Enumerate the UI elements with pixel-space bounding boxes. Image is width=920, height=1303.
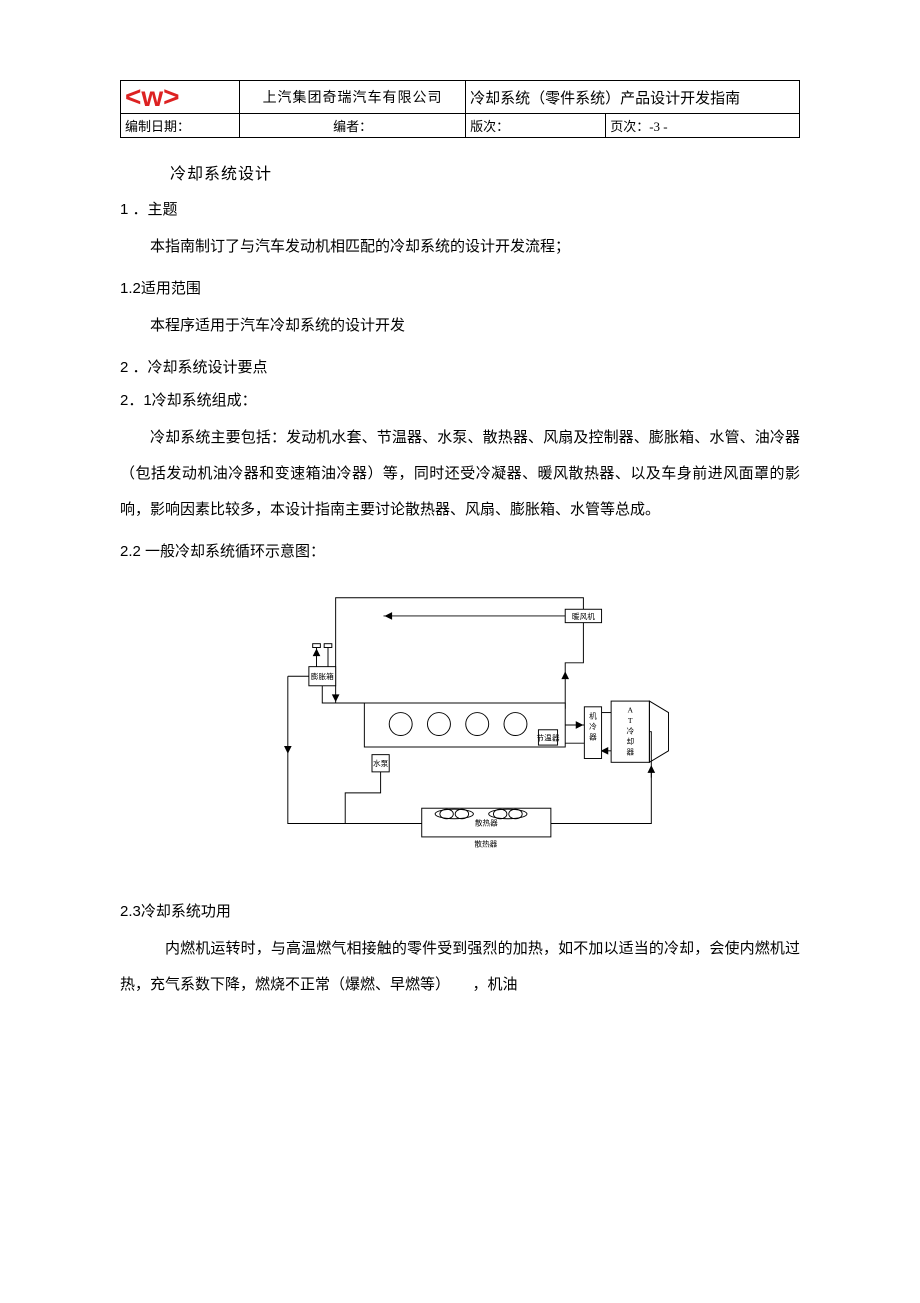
svg-text:膨胀箱: 膨胀箱 <box>311 671 334 681</box>
svg-text:水泵: 水泵 <box>373 758 389 768</box>
section-2-1-head: 2．1冷却系统组成： <box>120 389 800 410</box>
section-1-head: 1 ．主题 <box>120 198 800 219</box>
section-2-head: 2 ．冷却系统设计要点 <box>120 356 800 377</box>
svg-text:暖风机: 暖风机 <box>572 611 595 621</box>
cooling-diagram: 膨胀箱暖风机节温器水泵散热器机冷器AT冷却器散热器 <box>120 585 800 870</box>
company-name: 上汽集团奇瑞汽车有限公司 <box>240 81 466 114</box>
cooling-diagram-svg: 膨胀箱暖风机节温器水泵散热器机冷器AT冷却器散热器 <box>240 585 680 865</box>
section-2-3-head: 2.3冷却系统功用 <box>120 900 800 921</box>
section-2-2-head: 2.2 一般冷却系统循环示意图： <box>120 540 800 561</box>
section-1-body: 本指南制订了与汽车发动机相匹配的冷却系统的设计开发流程； <box>120 229 800 265</box>
svg-text:机: 机 <box>589 710 597 720</box>
meta-page: 页次：-3 - <box>606 114 800 138</box>
meta-author: 编者： <box>240 114 466 138</box>
svg-text:A: A <box>627 706 633 715</box>
section-1-2-body: 本程序适用于汽车冷却系统的设计开发 <box>120 308 800 344</box>
section-1-2-head: 1.2适用范围 <box>120 277 800 298</box>
svg-text:冷: 冷 <box>589 721 597 731</box>
meta-date: 编制日期： <box>121 114 240 138</box>
meta-rev: 版次： <box>466 114 606 138</box>
logo-cell: <w> <box>121 81 240 114</box>
svg-text:冷: 冷 <box>626 726 634 736</box>
header-table: <w> 上汽集团奇瑞汽车有限公司 冷却系统（零件系统）产品设计开发指南 编制日期… <box>120 80 800 138</box>
section-2-3-body: 内燃机运转时，与高温燃气相接触的零件受到强烈的加热，如不加以适当的冷却，会使内燃… <box>120 931 800 1003</box>
svg-text:散热器: 散热器 <box>475 817 498 827</box>
svg-text:T: T <box>628 716 633 725</box>
svg-text:却: 却 <box>626 736 634 746</box>
page-title: 冷却系统设计 <box>170 160 800 184</box>
document-page: <w> 上汽集团奇瑞汽车有限公司 冷却系统（零件系统）产品设计开发指南 编制日期… <box>0 0 920 1303</box>
doc-title-cell: 冷却系统（零件系统）产品设计开发指南 <box>466 81 800 114</box>
svg-text:节温器: 节温器 <box>537 733 560 742</box>
svg-text:器: 器 <box>589 732 597 741</box>
logo-text: <w> <box>125 81 179 112</box>
section-2-1-body: 冷却系统主要包括：发动机水套、节温器、水泵、散热器、风扇及控制器、膨胀箱、水管、… <box>120 420 800 528</box>
svg-text:散热器: 散热器 <box>474 838 497 848</box>
svg-text:器: 器 <box>626 748 634 757</box>
